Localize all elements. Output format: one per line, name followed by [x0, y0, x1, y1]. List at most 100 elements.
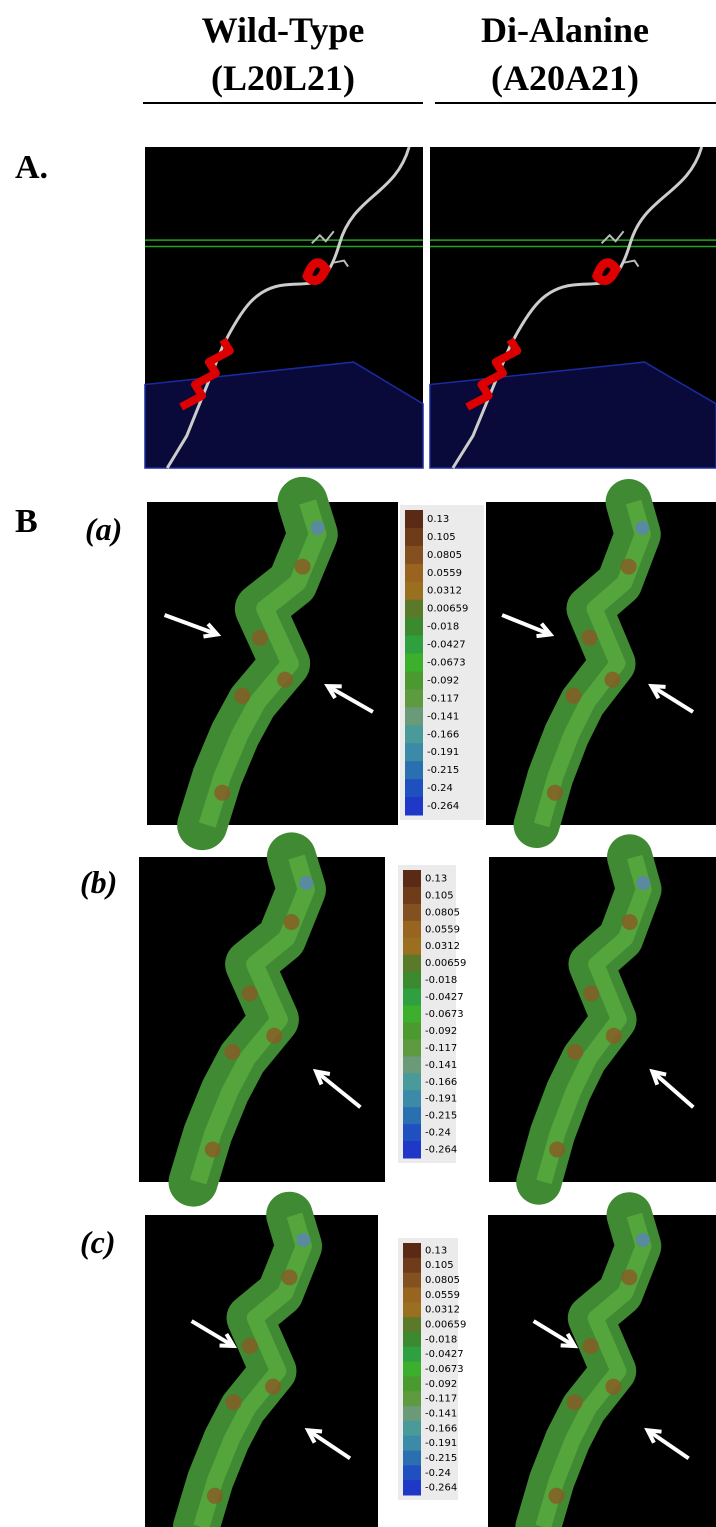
- color-swatch: [403, 1317, 421, 1333]
- color-scale-label: -0.24: [427, 783, 453, 794]
- surface-patch: [296, 1232, 311, 1247]
- color-scale-label: 0.00659: [425, 1320, 466, 1331]
- color-swatch: [405, 725, 423, 744]
- panel-label: (b): [80, 864, 117, 900]
- arrow: [306, 1428, 352, 1461]
- surface-highlight: [535, 1212, 652, 1527]
- helix: [301, 258, 331, 285]
- surface-patch: [565, 687, 582, 704]
- color-scale-label: -0.264: [425, 1483, 457, 1494]
- color-scale-label: 0.13: [425, 873, 447, 884]
- color-scale: 0.13 0.105 0.0805 0.0559 0.0312 0.00659 -0.018…: [398, 1238, 466, 1500]
- arrow: [190, 1319, 235, 1348]
- color-swatch: [403, 1141, 421, 1159]
- color-scale-label: -0.141: [425, 1060, 457, 1071]
- color-scale-label: -0.166: [427, 729, 459, 740]
- color-swatch: [405, 527, 423, 547]
- surface-patch: [581, 629, 598, 646]
- color-swatch: [403, 886, 421, 905]
- color-scale-label: -0.092: [427, 675, 459, 686]
- surface-patch: [204, 1141, 221, 1158]
- color-swatch: [403, 1480, 421, 1496]
- surface-patch: [549, 1141, 566, 1158]
- color-scale-label: -0.141: [427, 711, 459, 722]
- arrow-head: [203, 622, 222, 639]
- color-scale-label: -0.018: [425, 1334, 457, 1345]
- color-scale-label: -0.191: [425, 1438, 457, 1449]
- color-scale-label: -0.0427: [425, 992, 464, 1003]
- color-scale-label: -0.018: [427, 622, 459, 633]
- panel-label: (c): [80, 1224, 116, 1260]
- color-swatch: [403, 1022, 421, 1040]
- surface-patch: [241, 1338, 258, 1355]
- arrow: [646, 1428, 690, 1461]
- surface-patch: [277, 671, 294, 688]
- arrow: [326, 684, 374, 714]
- color-swatch: [403, 920, 421, 939]
- color-swatch: [405, 545, 423, 565]
- color-swatch: [405, 797, 423, 816]
- section-label: B: [15, 503, 38, 540]
- color-scale-label: 0.0312: [425, 941, 460, 952]
- surface-patch: [636, 876, 651, 890]
- color-swatch: [405, 761, 423, 780]
- color-swatch: [403, 1376, 421, 1392]
- color-swatch: [403, 988, 421, 1007]
- color-scale-label: -0.264: [425, 1145, 457, 1156]
- surface-patch: [234, 687, 251, 704]
- arrow: [651, 1069, 695, 1109]
- color-swatch: [403, 1361, 421, 1377]
- surface-patch: [224, 1044, 241, 1060]
- color-scale-label: 0.13: [425, 1245, 447, 1256]
- color-scale-label: 0.0805: [427, 550, 462, 561]
- arrow-head: [324, 684, 342, 700]
- color-swatch: [403, 903, 421, 922]
- color-swatch: [405, 563, 423, 583]
- color-swatch: [403, 1005, 421, 1023]
- color-scale: 0.13 0.105 0.0805 0.0559 0.0312 0.00659 -0.018…: [400, 505, 484, 820]
- color-swatch: [403, 1465, 421, 1481]
- helix: [179, 337, 234, 411]
- color-scale-label: -0.215: [425, 1453, 457, 1464]
- surface-patch: [621, 1269, 638, 1286]
- surface-image: [145, 1191, 378, 1527]
- surface-patch: [567, 1044, 584, 1060]
- color-scale-label: 0.0805: [425, 907, 460, 918]
- color-swatch: [403, 1056, 421, 1074]
- color-scale-label: -0.166: [425, 1077, 457, 1088]
- color-scale-label: 0.0312: [425, 1305, 460, 1316]
- color-scale-label: 0.105: [425, 1260, 454, 1271]
- color-swatch: [403, 1420, 421, 1437]
- color-swatch: [405, 707, 423, 726]
- color-swatch: [403, 870, 421, 888]
- surface-patch: [251, 629, 268, 646]
- surface-image: [486, 479, 716, 848]
- surface-highlight: [533, 499, 651, 828]
- color-swatch: [403, 1391, 421, 1407]
- surface-patch: [636, 1232, 651, 1247]
- color-scale-label: -0.24: [425, 1468, 451, 1479]
- surface-patch: [206, 1487, 223, 1504]
- surface-patch: [547, 784, 563, 801]
- color-scale-label: -0.092: [425, 1026, 457, 1037]
- arrow-head: [649, 1068, 667, 1086]
- color-swatch: [405, 617, 423, 637]
- color-scale-label: 0.0312: [427, 586, 462, 597]
- color-swatch: [405, 510, 423, 529]
- color-swatch: [403, 1406, 421, 1422]
- helix: [465, 337, 522, 411]
- side-chain: [311, 230, 349, 268]
- color-swatch: [405, 581, 423, 601]
- color-swatch: [403, 937, 421, 956]
- color-scale-label: -0.191: [425, 1094, 457, 1105]
- color-swatch: [405, 779, 423, 798]
- color-swatch: [403, 1331, 421, 1348]
- color-swatch: [403, 1073, 421, 1091]
- color-scale-label: 0.0805: [425, 1275, 460, 1286]
- color-swatch: [403, 971, 421, 990]
- section-label: A.: [15, 149, 48, 186]
- color-swatch: [405, 599, 423, 619]
- structure-image: [429, 146, 716, 469]
- color-scale-label: -0.166: [425, 1423, 457, 1434]
- arrow: [163, 613, 218, 637]
